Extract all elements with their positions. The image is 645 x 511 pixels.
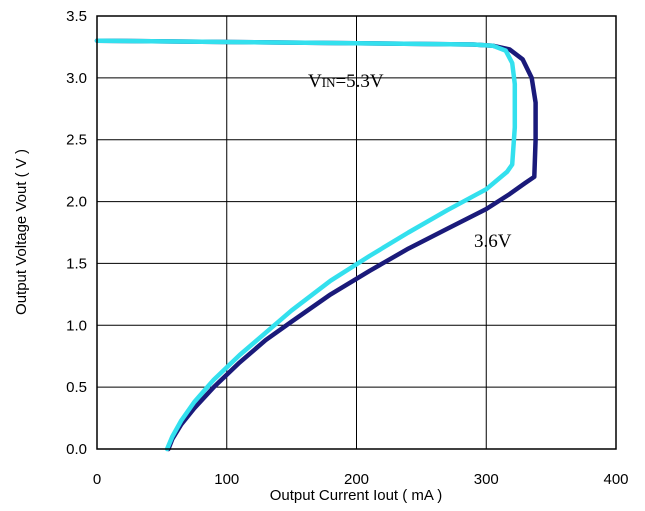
x-axis-label: Output Current Iout ( mA ) bbox=[270, 487, 443, 504]
y-tick-label: 3.0 bbox=[66, 70, 87, 87]
y-tick-label: 3.5 bbox=[66, 8, 87, 25]
x-tick-label: 200 bbox=[344, 471, 369, 488]
y-tick-label: 1.0 bbox=[66, 317, 87, 334]
y-tick-label: 0.5 bbox=[66, 379, 87, 396]
y-tick-label: 0.0 bbox=[66, 441, 87, 458]
series-label-vin-5-3v: VIN=5.3V bbox=[308, 71, 384, 92]
series-label-3-6v: 3.6V bbox=[474, 231, 512, 252]
y-tick-label: 2.5 bbox=[66, 132, 87, 149]
x-tick-label: 0 bbox=[93, 471, 101, 488]
series-lines bbox=[94, 38, 538, 452]
series-line-1 bbox=[94, 38, 518, 452]
y-tick-label: 1.5 bbox=[66, 255, 87, 272]
series-line-0 bbox=[94, 38, 538, 452]
x-ticks: 0 100 200 300 400 bbox=[93, 471, 629, 488]
x-tick-label: 100 bbox=[214, 471, 239, 488]
y-axis-label: Output Voltage Vout ( V ) bbox=[13, 149, 30, 315]
x-tick-label: 400 bbox=[603, 471, 628, 488]
y-ticks: 0.0 0.5 1.0 1.5 2.0 2.5 3.0 3.5 bbox=[66, 8, 87, 458]
x-tick-label: 300 bbox=[474, 471, 499, 488]
plot-frame bbox=[96, 15, 617, 450]
y-tick-label: 2.0 bbox=[66, 194, 87, 211]
